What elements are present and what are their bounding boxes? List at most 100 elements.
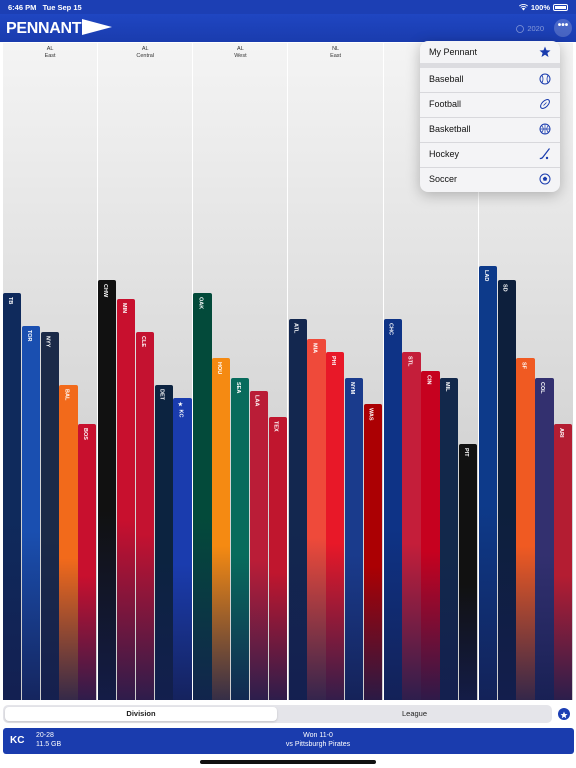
team-bar[interactable]: NYY [40, 332, 59, 700]
record: 20-28 [36, 732, 54, 739]
menu-item-my-pennant[interactable]: My Pennant [420, 41, 560, 68]
division-name: East [44, 53, 56, 59]
team-bar[interactable]: BOS [78, 424, 97, 700]
league-name: AL [46, 46, 54, 52]
team-abbr: KC [10, 735, 25, 746]
division-name: West [234, 53, 247, 59]
team-bar[interactable]: SF [516, 358, 535, 700]
scope-segmented-control: Division League [3, 705, 552, 723]
team-bar-label: PIT [462, 448, 469, 457]
league-name: NL [332, 46, 340, 52]
star-icon [539, 46, 551, 57]
menu-item-label: Basketball [429, 124, 471, 134]
team-bar[interactable]: TOR [21, 326, 41, 700]
team-bar-label: SF [520, 362, 527, 370]
status-bar: 6:46 PM Tue Sep 15 100% [0, 0, 576, 14]
team-bar-label: WAS [367, 408, 374, 421]
team-bar[interactable]: NYM [344, 378, 364, 700]
year-label: 2020 [527, 24, 544, 33]
hockey-stick-icon [539, 148, 550, 160]
team-bar-label: CLE [139, 336, 146, 347]
season-year[interactable]: 2020 [516, 24, 544, 33]
division-panel: AL East TB TOR NYY BAL BOS [3, 43, 99, 700]
team-bar[interactable]: LAD [478, 266, 498, 700]
team-bar-label: STL [406, 356, 413, 367]
team-bar-label: HOU [216, 362, 223, 375]
team-bar[interactable]: ARI [554, 424, 573, 700]
team-bar[interactable]: OAK [193, 293, 212, 700]
team-bar[interactable]: PIT [458, 444, 478, 700]
team-bar-label: PHI [330, 356, 337, 366]
selected-team-bar[interactable]: KC 20-28 11.5 GB Won 11-0 vs Pittsburgh … [3, 728, 574, 754]
team-bar-label: NYY [44, 336, 51, 348]
menu-item-hockey[interactable]: Hockey [420, 143, 560, 168]
team-bar[interactable]: COL [535, 378, 554, 700]
sport-menu: My Pennant Baseball Football Basketball … [420, 41, 560, 192]
team-bar[interactable]: LAA [249, 391, 269, 700]
team-bar[interactable]: SEA [230, 378, 250, 700]
team-bar-label: SD [501, 284, 508, 292]
team-bar-label: ★ KC [177, 402, 184, 418]
team-bar[interactable]: MIL [440, 378, 459, 700]
team-bar[interactable]: STL [402, 352, 421, 700]
team-bar[interactable]: BAL [59, 385, 78, 700]
team-bar-label: CIN [425, 375, 432, 385]
team-bar[interactable]: HOU [212, 358, 231, 700]
team-bar[interactable]: CHW [98, 280, 117, 700]
division-panel: NLWestLADSDSFCOLARI [478, 43, 574, 700]
team-bar[interactable]: WAS [363, 404, 382, 700]
division-panel: AL West OAK HOU SEA LAA TEX [193, 43, 289, 700]
team-bar-label: BOS [82, 428, 89, 440]
team-bar[interactable]: SD [497, 280, 516, 700]
menu-item-football[interactable]: Football [420, 93, 560, 118]
pennant-flag-icon [82, 19, 112, 35]
soccer-ball-icon [539, 173, 551, 185]
team-bar-label: TB [7, 297, 13, 305]
menu-item-basketball[interactable]: Basketball [420, 118, 560, 143]
team-bar[interactable]: CLE [135, 332, 155, 700]
team-bar-label: COL [539, 382, 546, 394]
division-name: East [330, 53, 342, 59]
game-opponent: vs Pittsburgh Pirates [285, 740, 351, 748]
last-game: Won 11-0 vs Pittsburgh Pirates [233, 732, 403, 749]
menu-item-label: My Pennant [429, 47, 478, 57]
ellipsis-icon: ••• [557, 20, 569, 31]
star-icon [560, 711, 568, 719]
team-bar-label: LAA [253, 395, 260, 407]
team-bar[interactable]: MIA [307, 339, 326, 700]
wifi-icon [518, 4, 528, 11]
team-bar-label: OAK [197, 297, 204, 310]
division-label: AL East [3, 46, 97, 60]
division-panel: NL East ATL MIA PHI NYM WAS [288, 43, 384, 700]
segment-division[interactable]: Division [5, 707, 277, 721]
favorite-team-button[interactable] [558, 708, 570, 720]
team-bar[interactable]: TB [3, 293, 22, 700]
menu-item-baseball[interactable]: Baseball [420, 68, 560, 93]
menu-item-label: Football [429, 99, 462, 109]
basketball-icon [539, 123, 551, 135]
team-bar-label: TOR [25, 330, 32, 342]
team-bar[interactable]: PHI [326, 352, 345, 700]
team-bar[interactable]: CHC [383, 319, 402, 700]
team-bar[interactable]: MIN [116, 299, 136, 700]
team-bar[interactable]: CIN [421, 371, 440, 700]
status-time: 6:46 PM Tue Sep 15 [8, 3, 82, 12]
team-bar-label: LAD [482, 270, 489, 282]
division-label: AL Central [98, 46, 192, 60]
team-bar-label: ATL [292, 323, 299, 334]
menu-item-label: Hockey [429, 149, 460, 159]
team-record: 20-28 11.5 GB [36, 732, 61, 749]
more-options-button[interactable]: ••• [554, 19, 572, 37]
segment-league[interactable]: League [401, 709, 428, 718]
app-header: PENNANT 2020 ••• [0, 14, 576, 42]
team-bar[interactable]: DET [154, 385, 173, 700]
division-label: NL East [289, 46, 383, 60]
team-bar[interactable]: ★ KC [173, 398, 192, 700]
league-name: AL [237, 46, 244, 52]
team-bar[interactable]: ATL [288, 319, 307, 700]
team-bar-label: MIA [311, 343, 318, 354]
team-bar[interactable]: TEX [268, 417, 287, 700]
division-panel: NLCentralCHCSTLCINMILPIT [383, 43, 479, 700]
battery-icon [553, 4, 568, 11]
menu-item-soccer[interactable]: Soccer [420, 168, 560, 192]
